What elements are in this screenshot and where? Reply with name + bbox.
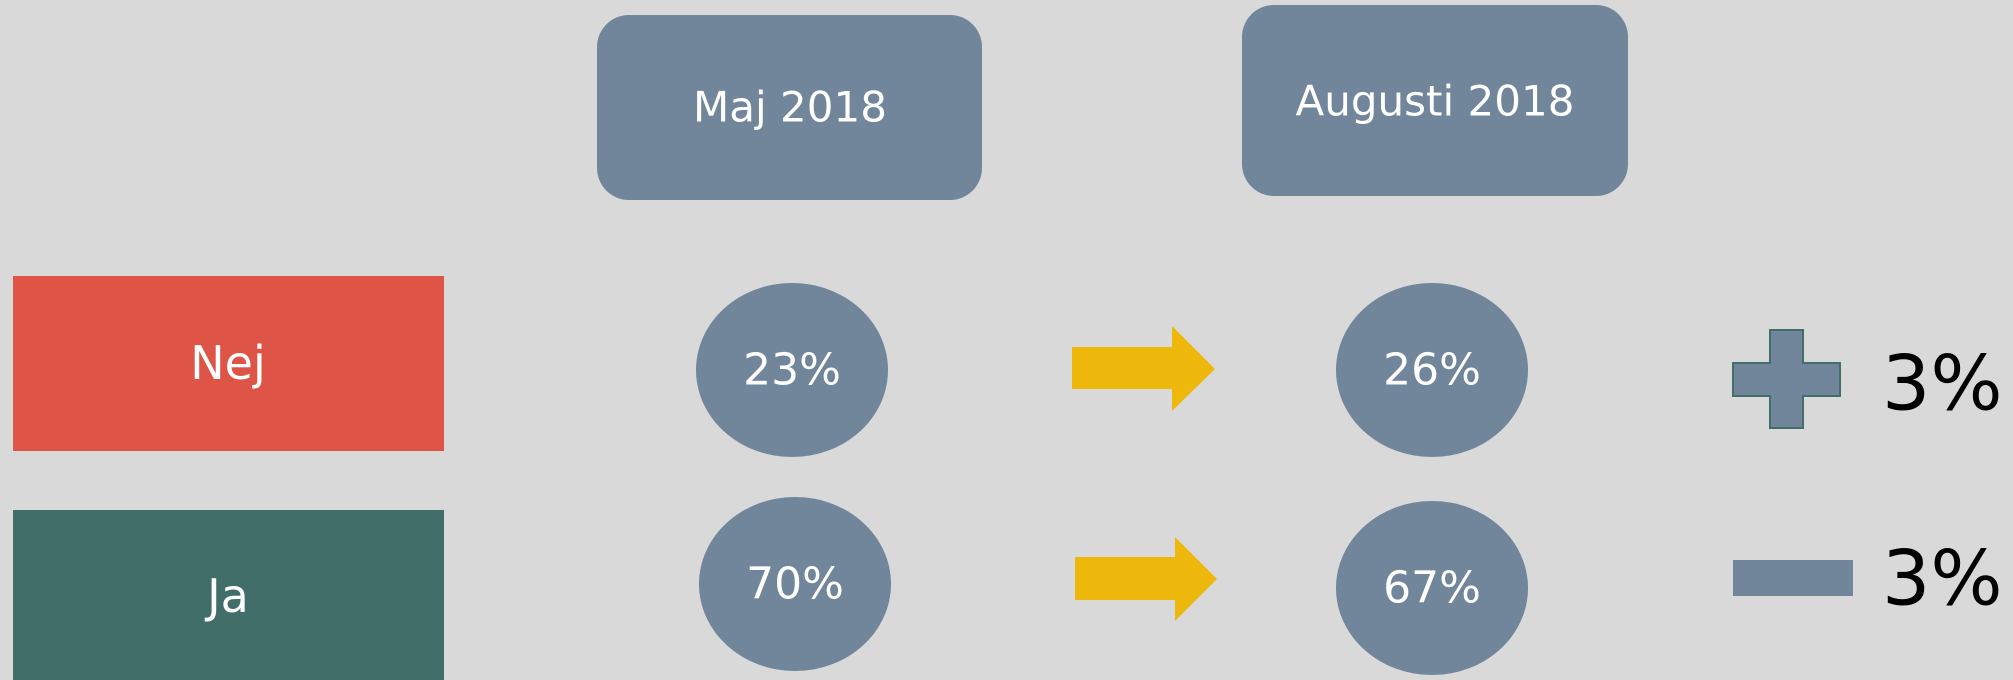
header-label: Maj 2018 [693, 83, 887, 132]
value-text: 23% [743, 345, 841, 396]
row-label: Ja [204, 569, 249, 623]
row-label: Nej [190, 336, 266, 390]
value-text: 67% [1383, 563, 1481, 614]
plus-icon [1732, 329, 1841, 429]
value-circle [699, 497, 891, 671]
change-text: 3% [1882, 534, 2003, 623]
value-circle [1336, 501, 1528, 675]
value-circle [1336, 283, 1528, 457]
header-label: Augusti 2018 [1296, 77, 1575, 126]
arrow [1072, 326, 1215, 411]
value-circle [696, 283, 888, 457]
header-box [1242, 5, 1628, 196]
value-text: 26% [1383, 345, 1481, 396]
change-text: 3% [1882, 339, 2003, 428]
value-text: 70% [746, 559, 844, 610]
arrow [1075, 537, 1217, 621]
row-label-box [13, 276, 444, 451]
header-box [597, 15, 982, 200]
minus-icon [1733, 560, 1853, 596]
row-label-box [13, 510, 444, 680]
